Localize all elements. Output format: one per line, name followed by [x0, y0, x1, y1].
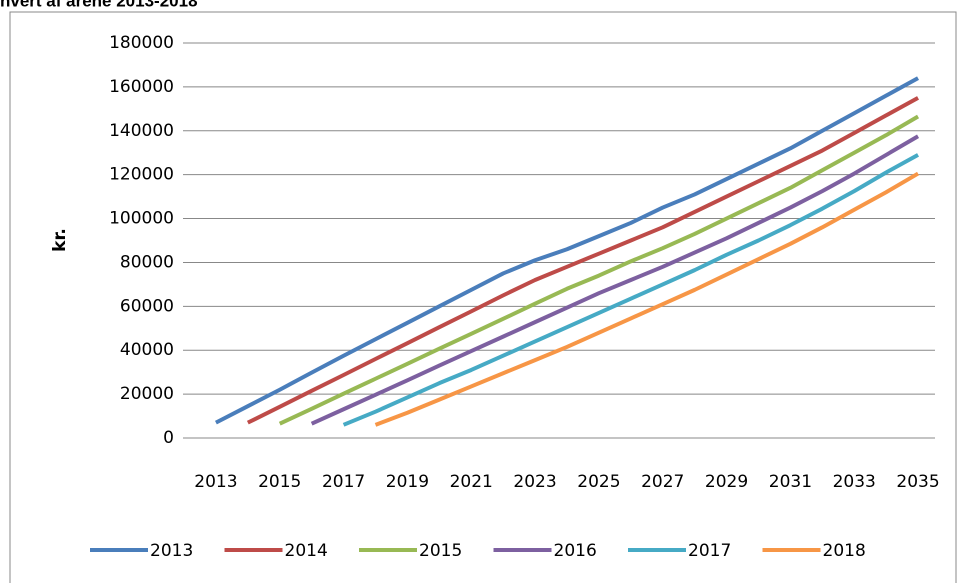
legend-label: 2013: [150, 541, 193, 561]
x-tick-label: 2029: [705, 472, 748, 492]
y-tick-label: 40000: [120, 340, 174, 360]
x-tick-label: 2023: [513, 472, 556, 492]
x-tick-label: 2025: [577, 472, 620, 492]
legend-label: 2015: [419, 541, 462, 561]
y-tick-label: 60000: [120, 296, 174, 316]
chart-frame: [9, 11, 957, 583]
chart-title: hvert af årene 2013-2018: [0, 0, 198, 10]
y-tick-label: 80000: [120, 252, 174, 272]
y-tick-label: 20000: [120, 384, 174, 404]
x-tick-label: 2031: [769, 472, 812, 492]
series-line: [374, 171, 920, 427]
legend-label: 2014: [285, 541, 328, 561]
y-axis-label: kr.: [50, 228, 70, 252]
series-line: [342, 153, 920, 427]
x-tick-label: 2033: [833, 472, 876, 492]
y-tick-label: 180000: [109, 33, 174, 53]
legend-label: 2017: [688, 541, 731, 561]
x-tick-label: 2017: [322, 472, 365, 492]
series-line: [214, 76, 920, 425]
x-tick-label: 2021: [450, 472, 493, 492]
legend-label: 2018: [823, 541, 866, 561]
series-line: [278, 114, 920, 426]
x-tick-label: 2015: [258, 472, 301, 492]
y-tick-label: 100000: [109, 209, 174, 229]
y-tick-label: 160000: [109, 77, 174, 97]
x-tick-label: 2027: [641, 472, 684, 492]
y-tick-label: 120000: [109, 165, 174, 185]
x-tick-label: 2013: [194, 472, 237, 492]
x-tick-label: 2019: [386, 472, 429, 492]
legend-label: 2016: [554, 541, 597, 561]
y-tick-label: 0: [163, 428, 174, 448]
series-line: [310, 134, 920, 426]
y-tick-label: 140000: [109, 121, 174, 141]
series-line: [246, 96, 920, 425]
x-tick-label: 2035: [896, 472, 939, 492]
